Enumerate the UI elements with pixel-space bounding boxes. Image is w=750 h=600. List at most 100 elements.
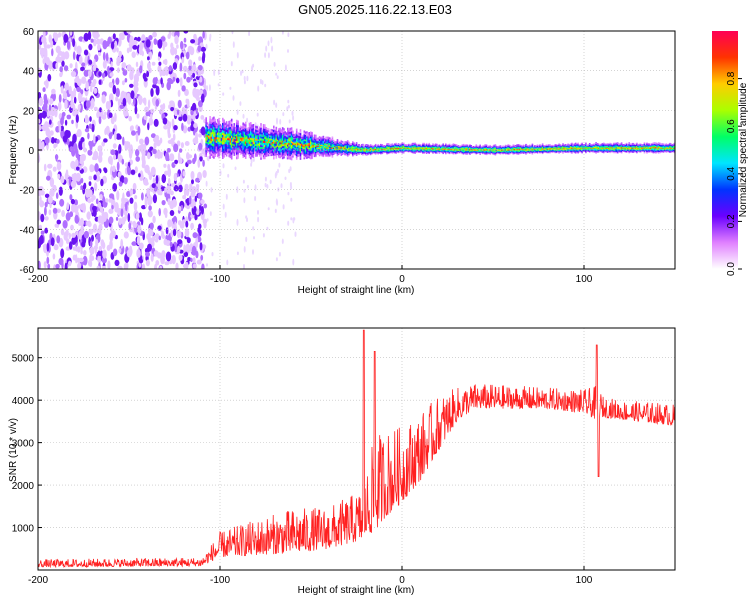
spectrogram-cell [293, 134, 295, 136]
spectrogram-cell [179, 148, 183, 153]
spectrogram-cell [71, 236, 77, 245]
spectrogram-cell [354, 146, 357, 148]
spectrogram-cell [349, 145, 351, 147]
spectrogram-cell [257, 151, 260, 154]
spectrogram-cell [50, 137, 56, 144]
spectrogram-cell [336, 150, 339, 153]
spectrogram-cell [309, 141, 312, 144]
spectrogram-cell [270, 136, 272, 139]
spectrogram-cell [288, 139, 290, 142]
spectrogram-cell [276, 136, 279, 139]
spectrogram-cell [280, 142, 283, 145]
spectrogram-cell [261, 148, 264, 150]
spectrogram-cell [227, 148, 229, 151]
spectrogram-cell [56, 161, 62, 171]
spectrogram-cell [281, 147, 284, 150]
spectrogram-cell [413, 150, 415, 152]
spectrogram-cell [303, 148, 306, 151]
spectrogram-cell [225, 152, 228, 155]
spectrogram-cell [306, 153, 308, 156]
spectrogram-cell [362, 154, 364, 156]
spectrogram-cell [70, 198, 75, 205]
spectrogram-cell [264, 136, 266, 139]
spectrogram-cell [309, 157, 312, 160]
spectrogram-cell [278, 141, 280, 144]
spectrogram-cell [345, 151, 348, 153]
spectrogram-cell [293, 135, 295, 137]
spectrogram-cell [243, 76, 246, 81]
spectrogram-cell [442, 147, 444, 149]
spectrogram-cell [329, 148, 331, 150]
spectrogram-cell [200, 46, 207, 52]
spectrogram-cell [311, 138, 313, 141]
spectrogram-cell [238, 151, 241, 153]
spectrogram-cell [243, 139, 246, 142]
spectrogram-cell [367, 151, 369, 153]
spectrogram-cell [366, 146, 368, 148]
spectrogram-cell [183, 72, 187, 80]
spectrogram-cell [438, 149, 441, 151]
spectrogram-cell [377, 145, 379, 147]
spectrogram-cell [290, 158, 293, 161]
spectrogram-cell [325, 155, 327, 157]
spectrogram-cell [41, 124, 48, 132]
spectrogram-cell [217, 83, 220, 87]
spectrogram-cell [413, 145, 415, 147]
spectrogram-cell [297, 132, 299, 134]
spectrogram-cell [274, 151, 276, 153]
spectrogram-cell [360, 148, 363, 150]
spectrogram-cell [126, 249, 132, 258]
spectrogram-cell [218, 139, 220, 142]
spectrogram-cell [448, 153, 451, 155]
spectrogram-cell [233, 132, 236, 135]
spectrogram-cell [401, 151, 404, 153]
spectrogram-cell [309, 154, 312, 156]
spectrogram-cell [266, 134, 269, 137]
spectrogram-cell [270, 151, 272, 153]
spectrogram-cell [117, 171, 122, 178]
spectrogram-cell [266, 151, 269, 154]
spectrogram-cell [44, 137, 50, 144]
spectrogram-cell [285, 144, 288, 146]
spectrogram-cell [266, 226, 269, 231]
spectrogram-cell [337, 146, 340, 148]
spectrogram-cell [279, 138, 281, 141]
spectrogram-cell [348, 147, 350, 149]
spectrogram-cell [150, 113, 153, 119]
spectrogram-cell [239, 147, 242, 150]
spectrogram-cell [205, 147, 207, 150]
spectrogram-cell [349, 153, 351, 155]
spectrogram-cell [251, 126, 253, 129]
spectrogram-cell [345, 142, 348, 145]
spectrogram-cell [250, 156, 252, 160]
spectrogram-cell [270, 144, 272, 147]
spectrogram-cell [260, 123, 262, 126]
spectrogram-cell [253, 137, 256, 140]
spectrogram-cell [364, 148, 367, 150]
spectrogram-cell [176, 44, 179, 49]
spectrogram-cell [451, 148, 453, 150]
spectrogram-cell [380, 152, 382, 154]
spectrogram-cell [366, 144, 368, 146]
spectrogram-cell [267, 52, 270, 59]
spectrogram-cell [250, 150, 252, 153]
spectrogram-cells [38, 31, 675, 269]
spectrogram-cell [44, 44, 47, 55]
spectrogram-cell [252, 226, 255, 231]
spectrogram-cell [380, 145, 382, 147]
spectrogram-cell [250, 154, 252, 158]
spectrogram-cell [343, 149, 345, 151]
spectrogram-cell [61, 210, 65, 217]
spectrogram-cell [197, 89, 204, 96]
spectrogram-cell [258, 138, 261, 141]
spectrogram-cell [327, 136, 330, 139]
spectrogram-cell [317, 143, 320, 145]
spectrogram-cell [261, 135, 264, 137]
spectrogram-cell [284, 134, 286, 136]
spectrogram-cell [461, 149, 464, 151]
spectrogram-cell [316, 146, 318, 148]
spectrogram-cell [442, 152, 444, 154]
spectrogram-cell [256, 112, 259, 117]
spectrogram-cell [288, 131, 290, 134]
spectrogram-cell [344, 153, 346, 155]
